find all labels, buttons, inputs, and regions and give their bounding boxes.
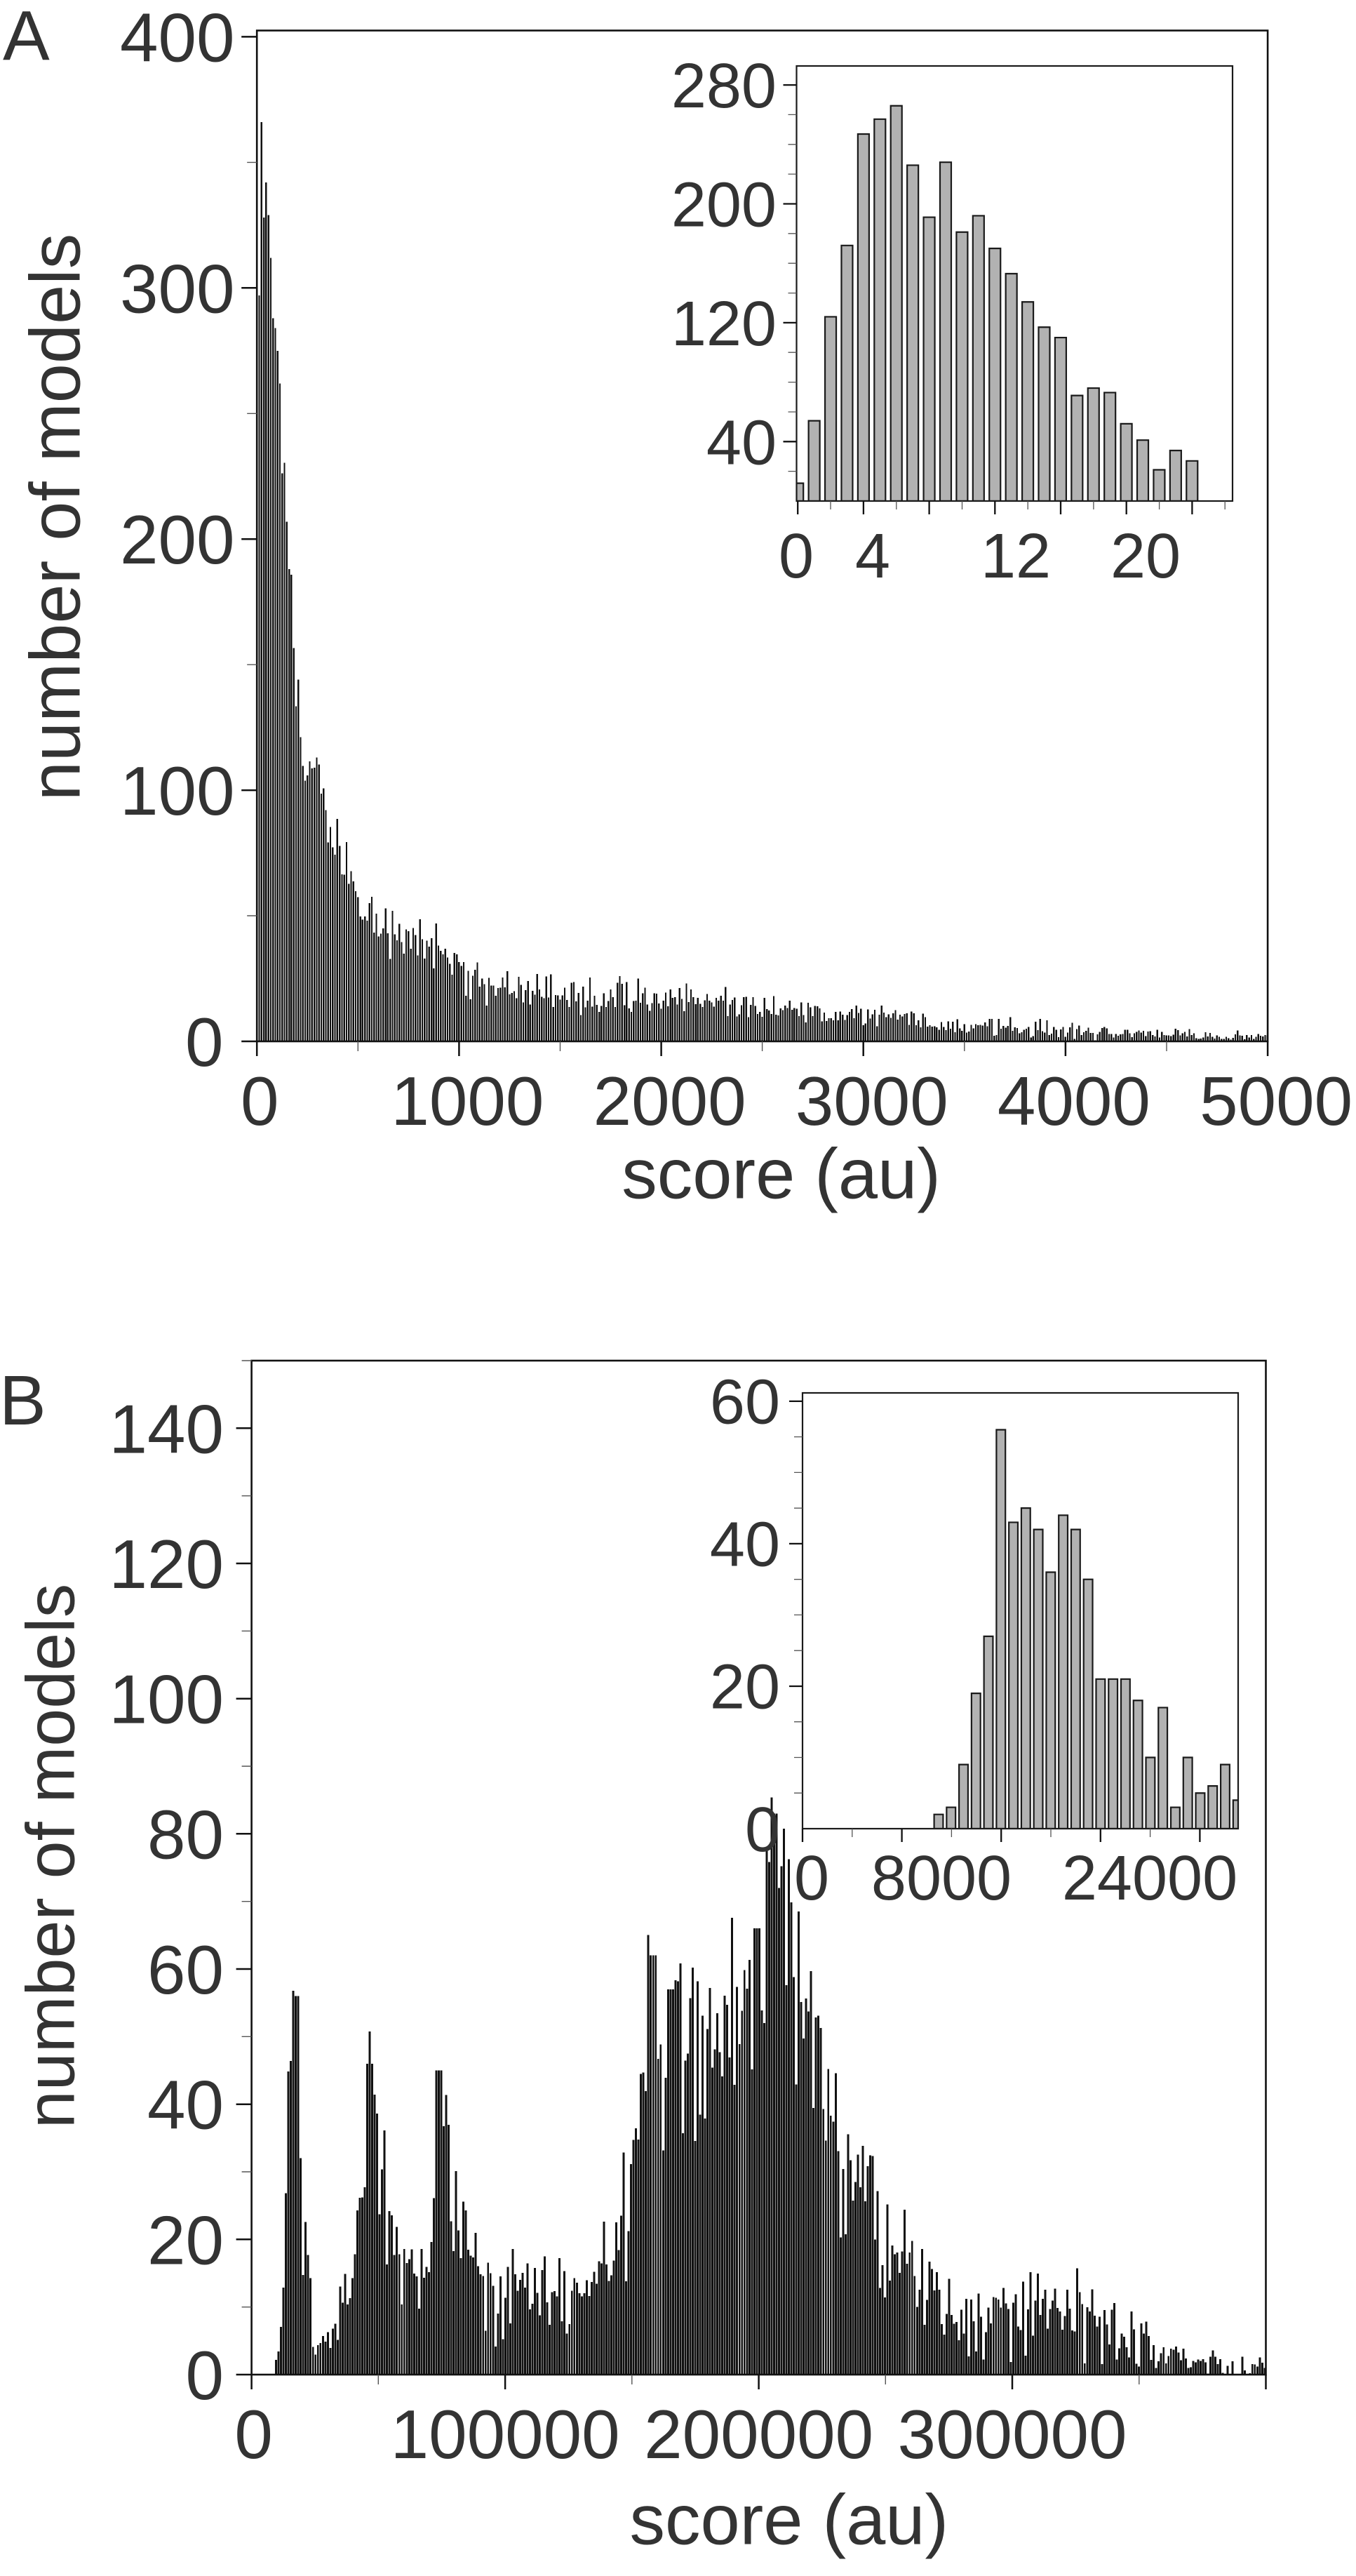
svg-text:number of models: number of models (13, 1584, 89, 2128)
svg-text:20: 20 (710, 1653, 780, 1723)
svg-text:score (au): score (au) (622, 1135, 941, 1214)
svg-text:60: 60 (147, 1931, 224, 2008)
svg-text:280: 280 (671, 51, 777, 121)
svg-text:200: 200 (671, 171, 777, 241)
svg-text:score (au): score (au) (629, 2481, 948, 2560)
svg-text:300: 300 (120, 250, 235, 327)
svg-text:12: 12 (981, 521, 1051, 592)
svg-text:40: 40 (710, 1510, 780, 1580)
svg-text:B: B (0, 1361, 46, 1440)
svg-text:4: 4 (855, 521, 890, 592)
svg-text:A: A (3, 0, 50, 75)
svg-text:0: 0 (234, 2396, 273, 2473)
svg-text:0: 0 (745, 1795, 780, 1865)
svg-text:100: 100 (109, 1661, 224, 1738)
svg-text:1000: 1000 (391, 1062, 544, 1140)
svg-text:400: 400 (120, 0, 235, 76)
svg-text:20: 20 (1110, 521, 1181, 592)
svg-text:200: 200 (120, 501, 235, 578)
svg-text:200000: 200000 (644, 2396, 873, 2473)
svg-text:number of models: number of models (17, 234, 95, 801)
svg-text:0: 0 (185, 2337, 224, 2414)
svg-text:0: 0 (794, 1843, 829, 1914)
svg-text:24000: 24000 (1062, 1843, 1237, 1914)
svg-text:40: 40 (147, 2067, 224, 2144)
svg-text:100: 100 (120, 752, 235, 829)
svg-text:8000: 8000 (871, 1843, 1012, 1914)
svg-text:5000: 5000 (1200, 1062, 1352, 1140)
svg-text:300000: 300000 (897, 2396, 1127, 2473)
svg-text:0: 0 (779, 521, 814, 592)
svg-text:40: 40 (706, 408, 777, 478)
svg-text:0: 0 (241, 1062, 279, 1140)
svg-text:2000: 2000 (593, 1062, 746, 1140)
svg-text:120: 120 (109, 1526, 224, 1603)
svg-text:120: 120 (671, 289, 777, 359)
svg-text:20: 20 (147, 2201, 224, 2278)
svg-text:60: 60 (710, 1368, 780, 1438)
svg-text:100000: 100000 (391, 2396, 620, 2473)
svg-text:3000: 3000 (796, 1062, 948, 1140)
svg-text:80: 80 (147, 1796, 224, 1873)
svg-text:0: 0 (185, 1003, 224, 1081)
svg-text:4000: 4000 (998, 1062, 1150, 1140)
svg-text:140: 140 (109, 1390, 224, 1467)
